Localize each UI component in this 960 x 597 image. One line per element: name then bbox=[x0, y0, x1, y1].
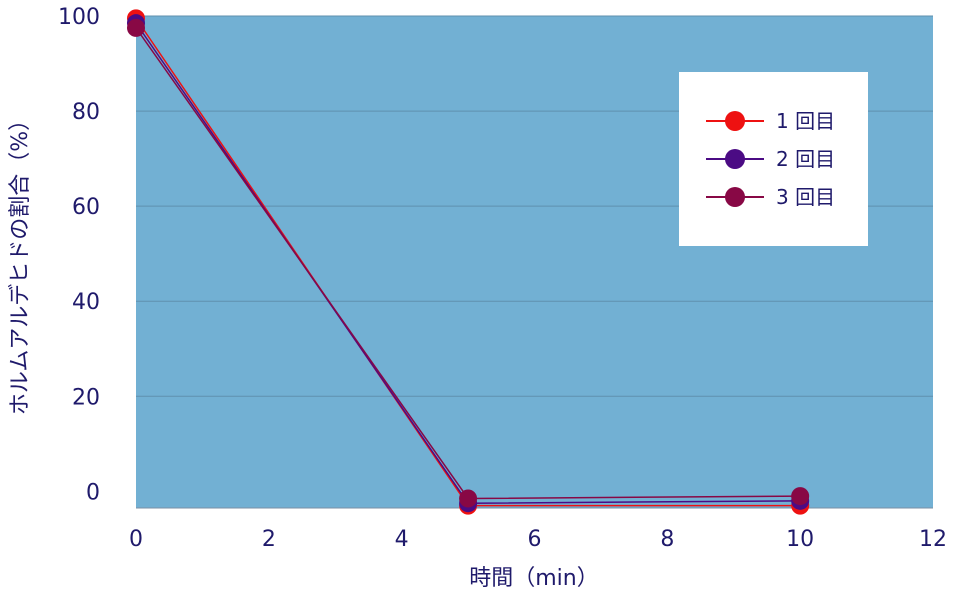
legend-label: 1 回目 bbox=[776, 109, 835, 133]
x-tick-label: 4 bbox=[395, 527, 409, 552]
legend-marker bbox=[725, 111, 745, 131]
x-tick-label: 12 bbox=[919, 527, 947, 552]
y-tick-label: 60 bbox=[72, 195, 100, 220]
y-tick-label: 80 bbox=[72, 100, 100, 125]
series-group bbox=[127, 9, 810, 515]
x-tick-label: 8 bbox=[660, 527, 674, 552]
x-tick-labels: 0 2 4 6 8 10 12 bbox=[129, 527, 947, 552]
y-tick-label: 100 bbox=[58, 5, 100, 30]
x-tick-label: 0 bbox=[129, 527, 143, 552]
legend-label: 2 回目 bbox=[776, 147, 835, 171]
data-point bbox=[127, 18, 145, 37]
y-tick-label: 20 bbox=[72, 385, 100, 410]
legend: 1 回目 2 回目 3 回目 bbox=[679, 72, 868, 246]
x-tick-label: 10 bbox=[786, 527, 814, 552]
legend-label: 3 回目 bbox=[776, 185, 835, 209]
data-point bbox=[791, 487, 810, 506]
y-tick-labels: 0 20 40 60 80 100 bbox=[58, 5, 100, 505]
legend-marker bbox=[725, 187, 745, 207]
y-tick-label: 0 bbox=[86, 480, 100, 505]
x-tick-label: 2 bbox=[262, 527, 276, 552]
legend-marker bbox=[725, 149, 745, 169]
x-axis-title: 時間（min） bbox=[469, 566, 599, 591]
y-axis-title: ホルムアルデヒドの割合（%） bbox=[8, 109, 33, 415]
x-tick-label: 6 bbox=[528, 527, 542, 552]
y-tick-label: 40 bbox=[72, 290, 100, 315]
data-point bbox=[459, 489, 478, 508]
